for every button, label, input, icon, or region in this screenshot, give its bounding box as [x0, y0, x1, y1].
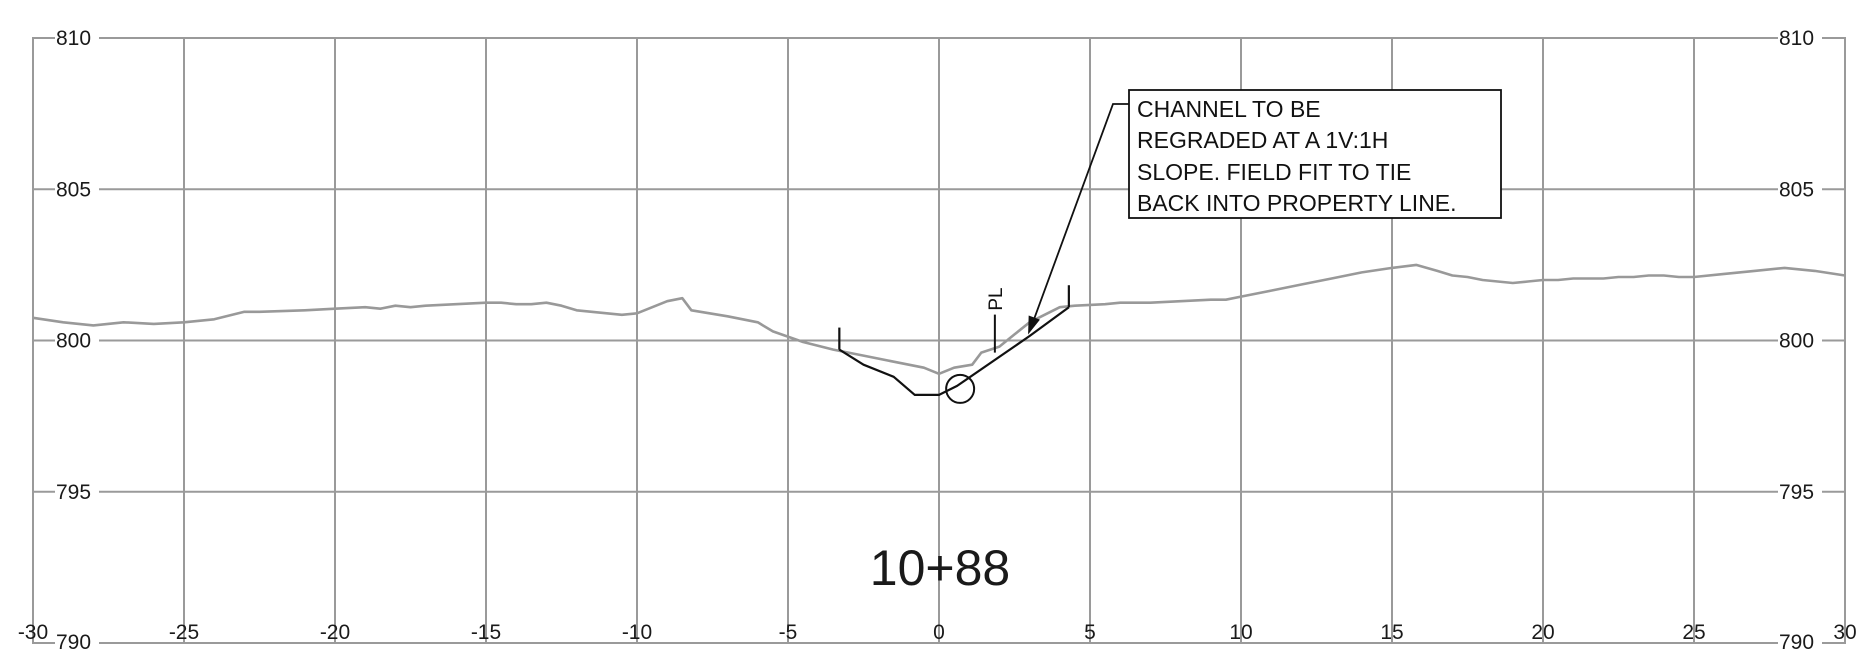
y-tick-label-bg-right: [1778, 176, 1822, 201]
y-tick-label-bg-right: [1778, 25, 1822, 49]
y-tick-label-left: 805: [56, 178, 91, 201]
y-tick-label-right: 805: [1779, 178, 1814, 201]
x-tick-label: 0: [933, 621, 945, 644]
y-tick-label-right: 810: [1779, 27, 1814, 50]
y-tick-label-left: 790: [56, 631, 91, 654]
y-tick-label-left: 810: [56, 27, 91, 50]
annotation-leader: [1031, 103, 1129, 325]
x-tick-label: 25: [1682, 621, 1705, 644]
x-tick-label: -20: [320, 621, 350, 644]
x-tick-label: 30: [1833, 621, 1856, 644]
y-tick-label-bg-right: [1778, 327, 1822, 352]
grid-lines: [32, 37, 1846, 644]
slope-circle: [945, 373, 976, 404]
axis-labels: -30 -25 -20 -15 -10 -5 0 5 10 15 20 25 30 790 790 795 79…: [18, 25, 1857, 654]
station-label: 10+88: [870, 540, 1010, 596]
y-tick-label-bg-left: [55, 478, 99, 503]
y-tick-label-right: 790: [1779, 631, 1814, 654]
proposed-channel-line: [838, 306, 1070, 396]
annotation-line: CHANNEL TO BE: [1137, 96, 1321, 122]
annotation-callout: CHANNEL TO BE REGRADED AT A 1V:1H SLOPE.…: [1028, 89, 1502, 335]
x-tick-label: -30: [18, 621, 48, 644]
x-tick-label: -10: [622, 621, 652, 644]
property-line-label: PL: [986, 287, 1007, 310]
annotation-line: REGRADED AT A 1V:1H: [1137, 127, 1388, 153]
y-tick-label-left: 800: [56, 330, 91, 353]
y-tick-label-bg-right: [1778, 478, 1822, 503]
x-tick-label: -25: [169, 621, 199, 644]
y-tick-label-bg-left: [55, 176, 99, 201]
x-tick-label: -15: [471, 621, 501, 644]
y-tick-label-left: 795: [56, 481, 91, 504]
annotation-box: [1128, 89, 1502, 219]
y-tick-label-right: 800: [1779, 330, 1814, 353]
x-tick-label: 10: [1229, 621, 1252, 644]
annotation-line: BACK INTO PROPERTY LINE.: [1137, 190, 1457, 216]
x-tick-label: 20: [1531, 621, 1554, 644]
y-tick-label-bg-right: [1778, 629, 1822, 653]
existing-ground-line: [32, 263, 1846, 376]
y-tick-label-bg-left: [55, 629, 99, 653]
x-tick-label: -5: [779, 621, 798, 644]
x-tick-label: 5: [1084, 621, 1096, 644]
y-tick-label-bg-left: [55, 327, 99, 352]
annotation-arrowhead: [1028, 315, 1040, 335]
x-tick-label: 15: [1380, 621, 1403, 644]
profile-series: [32, 263, 1846, 396]
y-tick-label-bg-left: [55, 25, 99, 49]
profile-markers: PL: [838, 285, 1070, 404]
y-tick-label-right: 795: [1779, 481, 1814, 504]
annotation-line: SLOPE. FIELD FIT TO TIE: [1137, 159, 1411, 185]
